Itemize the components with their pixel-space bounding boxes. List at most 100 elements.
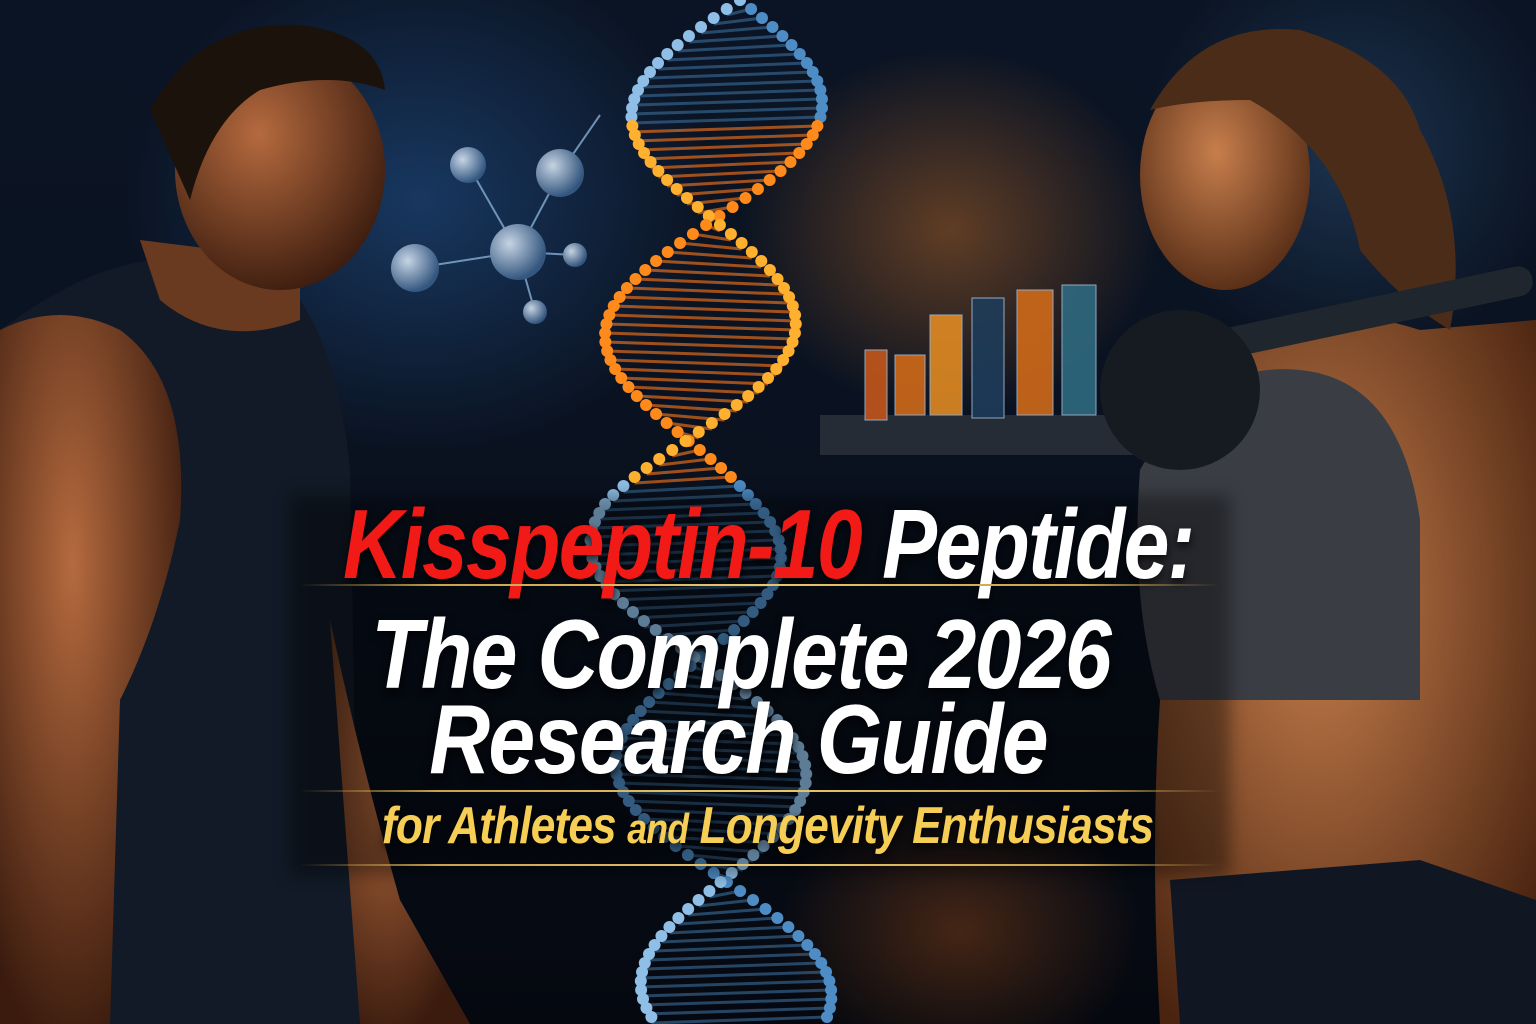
dna-strand-dot <box>701 660 714 672</box>
dna-strand-dot <box>772 534 785 546</box>
dna-strand-dot <box>584 543 597 555</box>
dna-strand-dot <box>774 552 787 564</box>
dna-strand-dot <box>615 732 628 744</box>
dna-rung <box>640 709 768 719</box>
dna-strand-dot <box>682 903 695 915</box>
dna-strand-dot <box>776 30 789 42</box>
dna-rung <box>623 484 740 494</box>
dna-rung <box>605 340 793 350</box>
dna-strand-dot <box>793 147 806 159</box>
dna-rung <box>700 25 773 35</box>
molecule-icon <box>391 114 601 324</box>
dna-strand-dot <box>620 282 633 294</box>
dna-strand-dot <box>638 147 651 159</box>
dna-strand-dot <box>613 777 626 789</box>
dna-rung <box>677 43 792 53</box>
dna-strand-dot <box>769 525 782 537</box>
dna-strand-dot <box>773 561 786 573</box>
dna-strand-dot <box>643 696 656 708</box>
dna-strand-dot <box>728 624 741 636</box>
dna-rung <box>622 601 761 611</box>
dna-rung <box>606 583 774 593</box>
dna-rung <box>654 943 808 953</box>
dna-strand-dot <box>774 543 787 555</box>
dna-strand-dot <box>770 363 783 375</box>
dna-strand-dot <box>734 885 747 897</box>
dna-strand-dot <box>823 975 836 987</box>
dna-strand-dot <box>730 399 743 411</box>
dna-strand-dot <box>703 885 716 897</box>
dna-rung <box>628 385 759 395</box>
dna-strand-dot <box>648 939 661 951</box>
dna-rung <box>592 556 782 566</box>
dna-strand-dot <box>674 237 687 249</box>
dna-strand-dot <box>757 840 770 852</box>
dna-rung <box>600 574 778 584</box>
dna-rung <box>713 16 763 26</box>
dna-rung <box>637 88 821 98</box>
gold-divider-bottom <box>300 864 1220 866</box>
dna-strand-dot <box>806 66 819 78</box>
dna-strand-dot <box>634 975 647 987</box>
dna-strand-dot <box>585 525 598 537</box>
dna-strand-dot <box>717 633 730 645</box>
dna-rung <box>675 844 764 854</box>
dna-strand-dot <box>783 291 796 303</box>
dna-rung <box>605 331 795 341</box>
dna-rung <box>643 151 800 161</box>
dna-strand-dot <box>584 534 597 546</box>
dna-strand-dot <box>811 120 824 132</box>
dna-strand-dot <box>713 219 726 231</box>
dna-strand-dot <box>754 597 767 609</box>
dna-rung <box>643 619 744 629</box>
dna-strand-dot <box>806 129 819 141</box>
dna-strand-dot <box>794 795 807 807</box>
dna-strand-dot <box>652 57 665 69</box>
dna-strand-dot <box>615 372 628 384</box>
gold-divider-middle <box>300 790 1220 792</box>
dna-strand-dot <box>636 993 649 1005</box>
dna-strand-dot <box>609 363 622 375</box>
dna-strand-dot <box>704 453 717 465</box>
dna-strand-dot <box>771 912 784 924</box>
dna-rung <box>642 997 832 1007</box>
dna-strand-dot <box>670 183 683 195</box>
dna-strand-dot <box>639 264 652 276</box>
dna-strand-dot <box>643 948 656 960</box>
dna-rung <box>614 592 768 602</box>
dna-strand-dot <box>644 156 657 168</box>
dna-strand-dot <box>720 3 733 15</box>
headline-line-2-text: The Complete 2026 <box>371 599 1112 709</box>
dna-strand-dot <box>775 822 788 834</box>
dna-rung <box>646 466 722 476</box>
dna-strand-dot <box>821 1011 834 1023</box>
dna-strand-dot <box>706 642 719 654</box>
dna-strand-dot <box>627 714 640 726</box>
dna-rung <box>658 169 781 179</box>
dna-strand-dot <box>607 300 620 312</box>
dna-strand-dot <box>792 930 805 942</box>
dna-rung <box>640 979 830 989</box>
dna-strand-dot <box>782 345 795 357</box>
dna-rung <box>692 232 732 242</box>
dna-strand-dot <box>727 678 740 690</box>
dna-strand-dot <box>622 381 635 393</box>
dna-rung <box>619 295 790 305</box>
dna-rung <box>590 538 779 548</box>
dna-strand-dot <box>755 255 768 267</box>
dna-rung <box>616 772 807 782</box>
dna-rung <box>619 781 806 791</box>
dna-rung <box>632 610 753 620</box>
dna-rung <box>609 313 796 323</box>
dna-rung <box>613 304 793 314</box>
dna-rung <box>667 52 800 62</box>
dna-strand-dot <box>751 696 764 708</box>
dna-rung <box>590 547 781 557</box>
dna-rung <box>632 124 818 134</box>
dna-rung <box>667 178 770 188</box>
dna-strand-dot <box>724 228 737 240</box>
dna-strand-dot <box>643 66 656 78</box>
dna-strand-dot <box>777 282 790 294</box>
dna-strand-dot <box>662 678 675 690</box>
